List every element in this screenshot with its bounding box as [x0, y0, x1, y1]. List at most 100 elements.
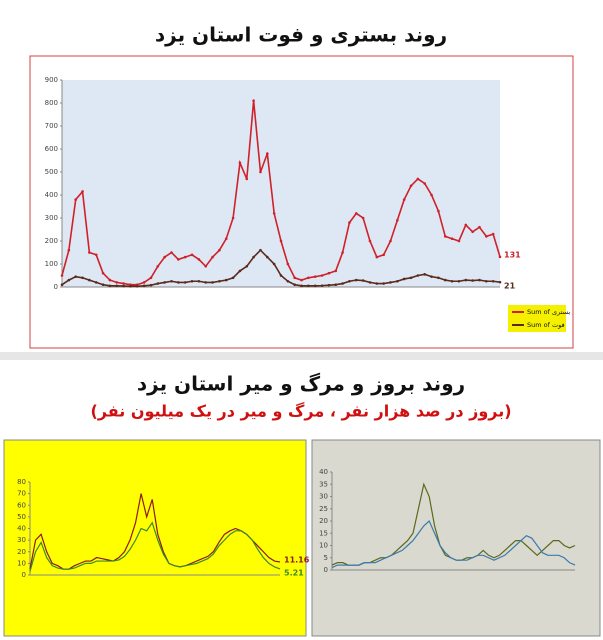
point — [368, 239, 372, 243]
point — [348, 279, 351, 283]
y-tick-label: 15 — [319, 529, 328, 537]
point — [129, 285, 132, 288]
point — [334, 283, 338, 287]
y-tick-label: 200 — [45, 237, 58, 245]
point — [498, 280, 502, 284]
point — [115, 284, 119, 288]
point — [259, 170, 262, 174]
y-tick-label: 0 — [22, 571, 26, 579]
y-tick-label: 30 — [17, 536, 26, 544]
point — [88, 251, 91, 254]
point — [60, 283, 64, 287]
point — [361, 216, 365, 220]
point — [108, 284, 112, 288]
point — [156, 265, 160, 268]
point — [416, 177, 420, 181]
point — [115, 281, 119, 284]
point — [300, 284, 303, 288]
point — [245, 265, 249, 268]
point — [149, 283, 153, 287]
point — [396, 279, 399, 283]
point — [272, 212, 276, 215]
y-tick-label: 20 — [319, 517, 328, 525]
y-tick-label: 50 — [17, 513, 26, 521]
point — [313, 275, 317, 278]
point — [163, 281, 166, 284]
point — [485, 279, 488, 283]
point — [135, 285, 139, 288]
point — [204, 281, 208, 284]
point — [457, 279, 461, 283]
point — [224, 278, 228, 282]
point — [423, 182, 427, 185]
point — [457, 239, 461, 243]
point — [327, 283, 331, 287]
point — [60, 274, 64, 277]
point — [471, 230, 474, 234]
end-label: 5.21 — [284, 568, 304, 577]
point — [416, 274, 420, 277]
chart-frame — [311, 439, 601, 637]
point — [122, 282, 125, 285]
point — [211, 255, 214, 259]
plot-area — [62, 80, 500, 287]
point — [252, 99, 255, 102]
point — [231, 216, 235, 220]
point — [67, 278, 71, 282]
point — [81, 190, 84, 193]
point — [491, 232, 495, 236]
end-label: 21 — [504, 282, 516, 291]
legend-label: Sum of فوت — [527, 321, 565, 329]
point — [478, 225, 481, 229]
end-label: 11.16 — [284, 556, 310, 565]
y-tick-label: 10 — [17, 559, 26, 567]
y-tick-label: 700 — [45, 122, 58, 130]
y-tick-label: 600 — [45, 145, 58, 153]
y-tick-label: 60 — [17, 501, 26, 509]
y-tick-label: 80 — [17, 478, 26, 486]
point — [430, 275, 433, 278]
legend-box — [508, 305, 566, 332]
point — [81, 276, 84, 280]
point — [443, 278, 447, 282]
y-tick-label: 40 — [319, 468, 328, 476]
point — [142, 284, 146, 288]
point — [354, 278, 358, 282]
y-tick-label: 0 — [54, 283, 58, 291]
point — [341, 251, 344, 254]
point — [409, 184, 413, 188]
point — [183, 255, 187, 259]
point — [74, 198, 77, 201]
point — [101, 271, 105, 275]
point — [313, 284, 317, 288]
point — [149, 276, 153, 280]
point — [101, 283, 105, 287]
point — [279, 274, 283, 277]
point — [320, 284, 324, 287]
point — [437, 209, 440, 213]
y-tick-label: 40 — [17, 525, 26, 533]
point — [190, 279, 194, 283]
point — [464, 278, 468, 282]
point — [108, 278, 112, 282]
point — [471, 279, 474, 282]
point — [88, 278, 91, 282]
point — [142, 281, 146, 284]
point — [334, 269, 338, 273]
point — [197, 258, 201, 261]
point — [177, 258, 180, 261]
point — [218, 248, 221, 252]
legend-label: Sum of بستری — [527, 308, 570, 316]
end-label: 131 — [504, 250, 521, 259]
point — [211, 281, 214, 284]
point — [491, 279, 495, 283]
point — [204, 265, 208, 268]
point — [368, 281, 372, 284]
y-tick-label: 0 — [324, 566, 328, 574]
y-tick-label: 900 — [45, 76, 58, 84]
y-tick-label: 400 — [45, 191, 58, 199]
point — [464, 223, 468, 227]
y-tick-label: 25 — [319, 505, 328, 513]
point — [498, 255, 502, 259]
